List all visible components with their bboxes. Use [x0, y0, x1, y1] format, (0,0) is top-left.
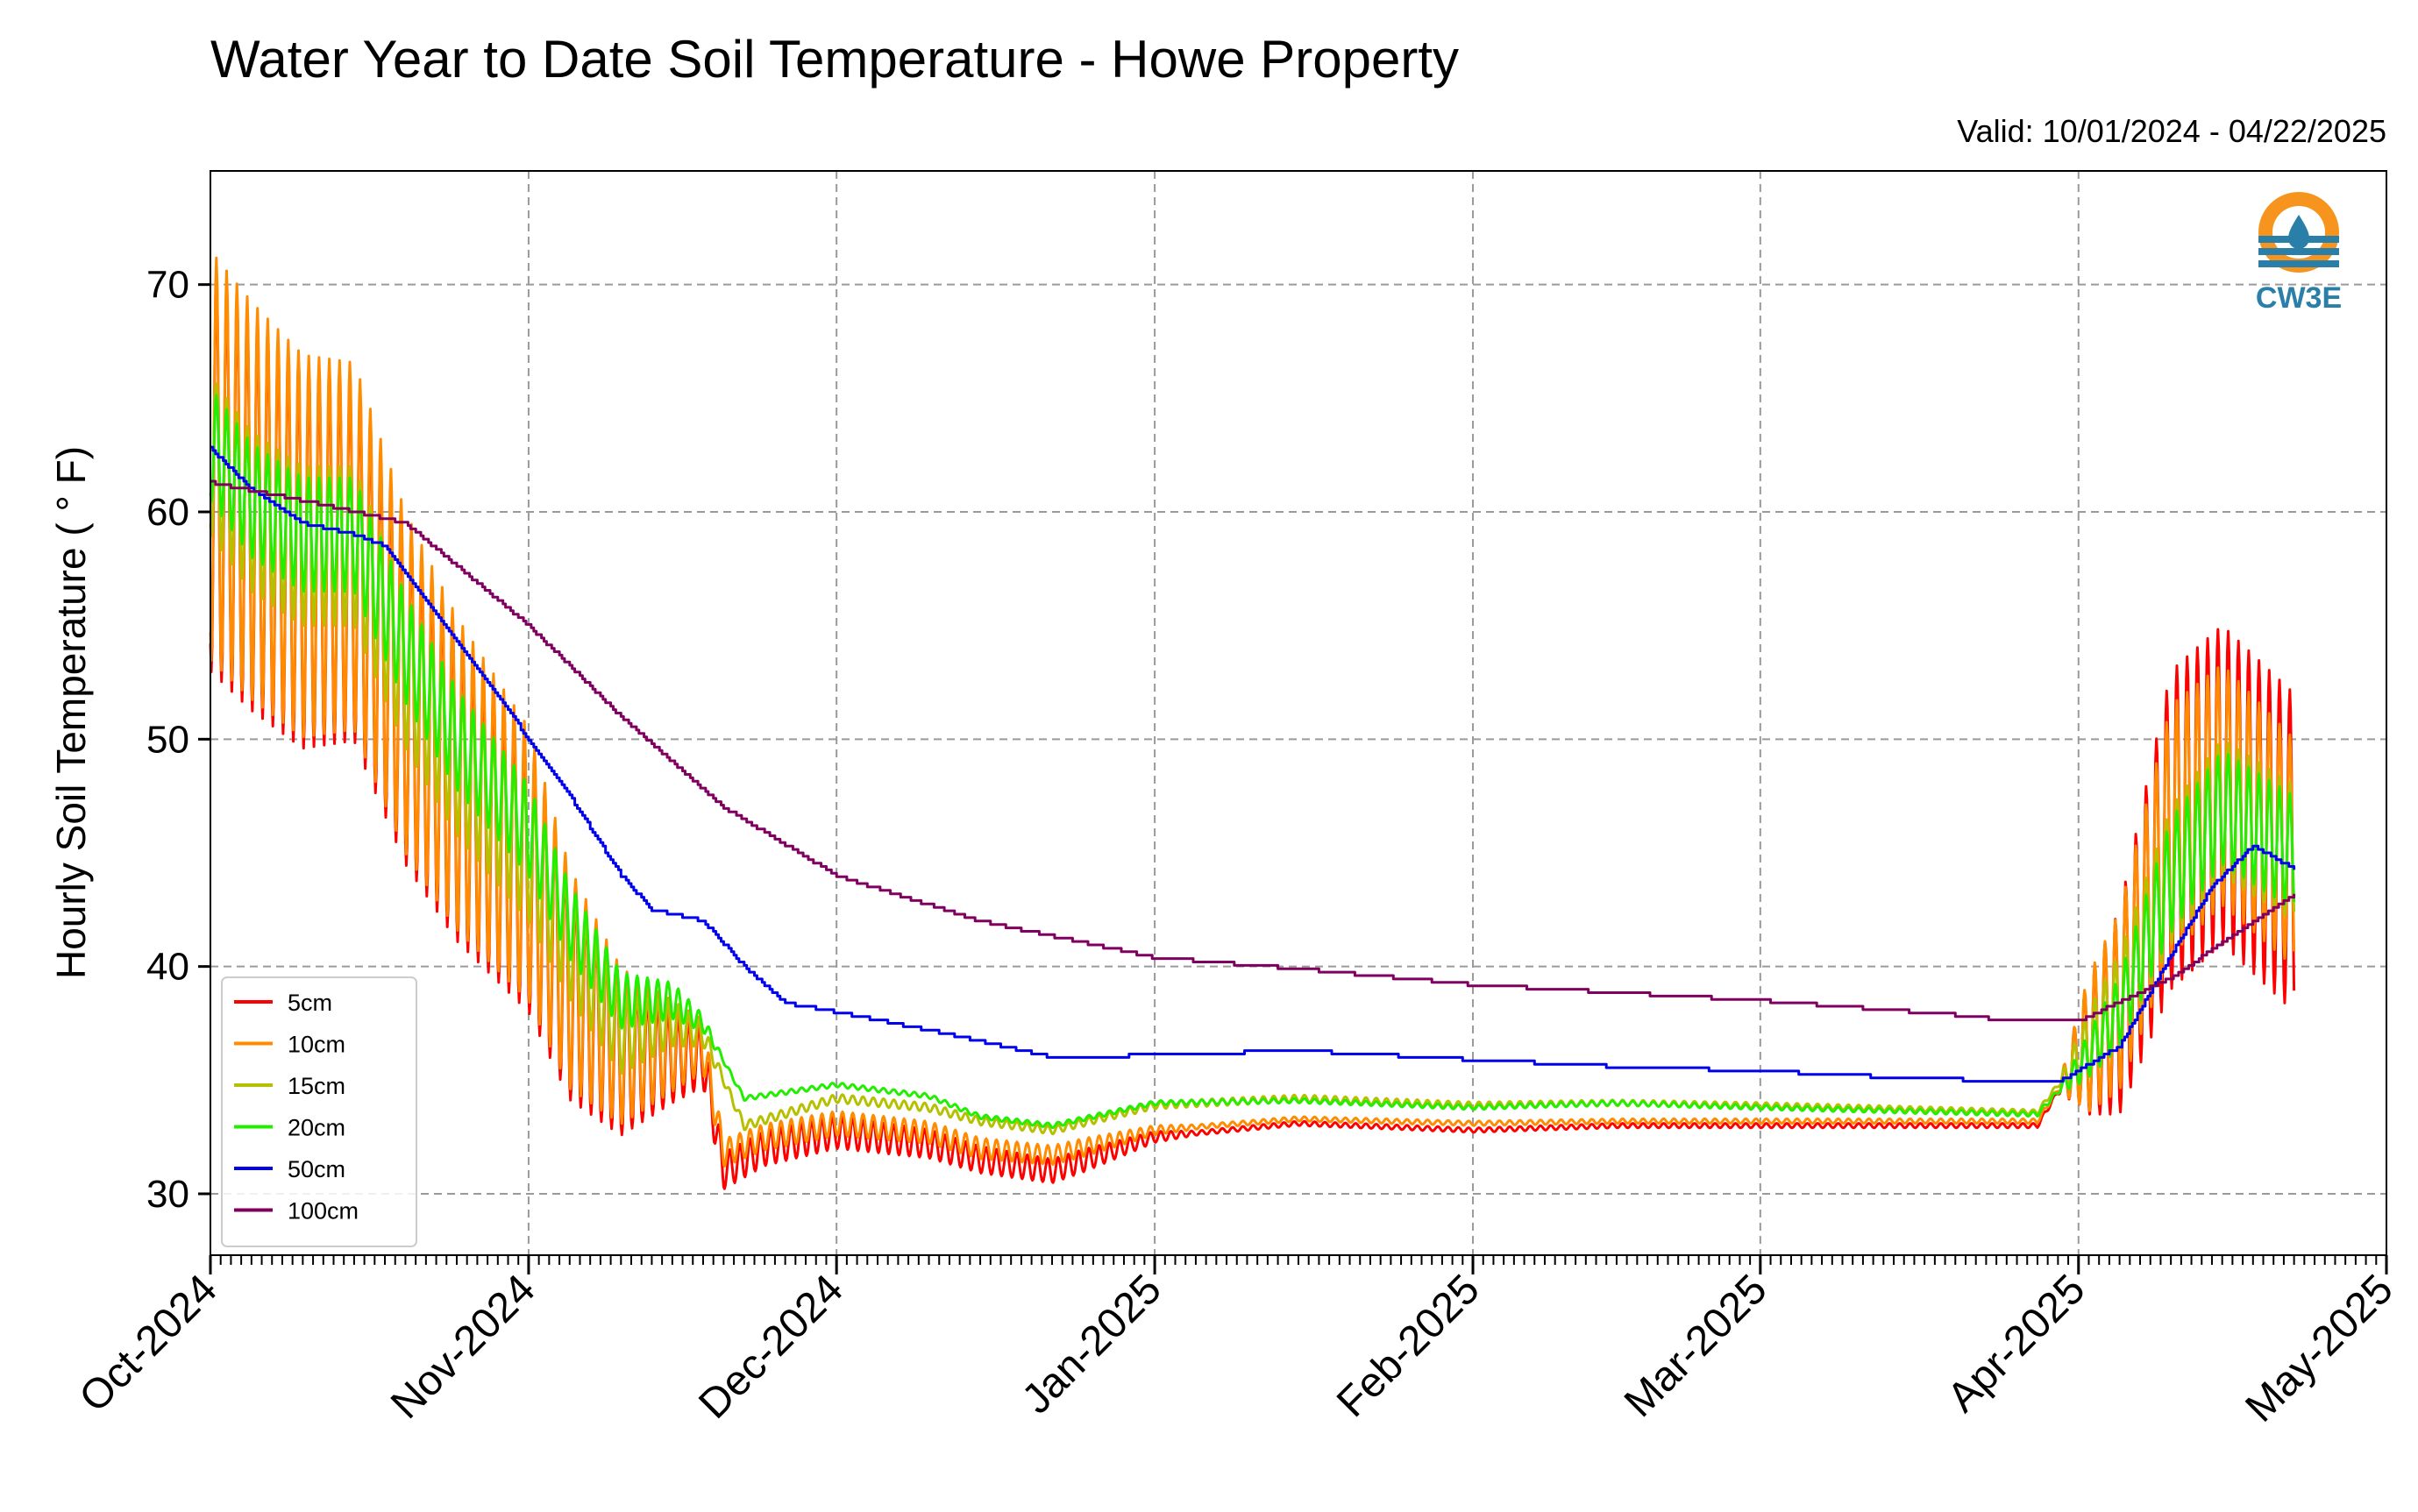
- legend-label: 50cm: [288, 1156, 345, 1182]
- logo-drop-icon: [2288, 215, 2309, 249]
- series-line-100cm: [210, 479, 2296, 1022]
- legend-label: 10cm: [288, 1032, 345, 1058]
- y-tick-label: 60: [146, 491, 189, 534]
- legend-label: 20cm: [288, 1115, 345, 1141]
- series-line-20cm: [209, 394, 2296, 1130]
- legend-label: 5cm: [288, 990, 332, 1016]
- y-tick-label: 50: [146, 718, 189, 761]
- y-tick-label: 30: [146, 1173, 189, 1216]
- legend-label: 100cm: [288, 1198, 359, 1225]
- y-tick-label: 40: [146, 946, 189, 989]
- chart-title: Water Year to Date Soil Temperature - Ho…: [210, 30, 1459, 89]
- y-tick-label: 70: [146, 264, 189, 307]
- series-layer: [209, 256, 2296, 1190]
- cw3e-logo: CW3E: [2256, 192, 2342, 315]
- series-line-50cm: [210, 445, 2296, 1083]
- logo-text: CW3E: [2256, 281, 2342, 315]
- y-axis-label: Hourly Soil Temperature ( ° F): [48, 446, 94, 979]
- chart-subtitle: Valid: 10/01/2024 - 04/22/2025: [1957, 113, 2386, 149]
- legend: 5cm 10cm 15cm 20cm 50cm 100cm: [221, 976, 417, 1247]
- y-axis: 30 40 50 60 70: [146, 264, 210, 1216]
- legend-label: 15cm: [288, 1073, 345, 1099]
